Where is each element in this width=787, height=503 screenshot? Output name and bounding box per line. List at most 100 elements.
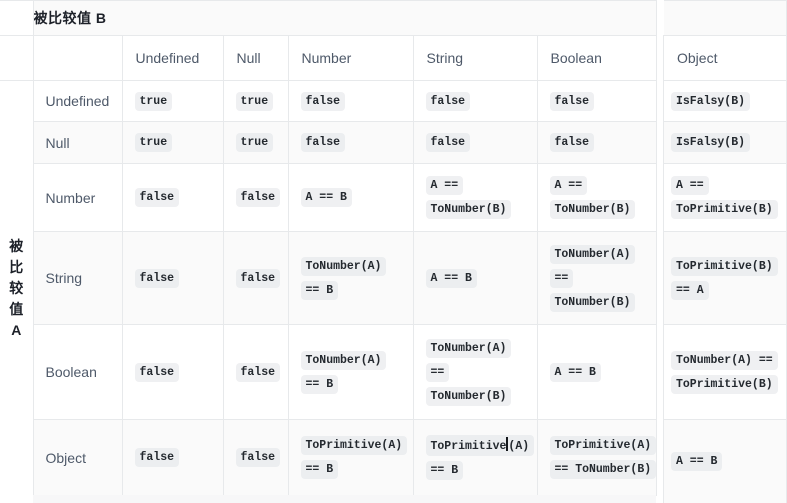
cell-null-object: IsFalsy(B) bbox=[663, 121, 787, 164]
row-label-undefined: Undefined bbox=[32, 80, 123, 122]
table-row-string-object: ToPrimitive(B) == A bbox=[663, 231, 787, 325]
table-row-number-object: A == ToPrimitive(B) bbox=[663, 163, 787, 232]
col-header-null: Null bbox=[222, 35, 289, 81]
code-chip: ToPrimitive(A) bbox=[425, 435, 535, 456]
row-label-object: Object bbox=[33, 419, 123, 496]
code-chip: ToNumber(A) bbox=[300, 350, 387, 370]
code-chip: == bbox=[549, 268, 574, 288]
code-chip: false bbox=[300, 133, 346, 152]
code-chip: false bbox=[235, 268, 281, 288]
code-chip: ToNumber(A) == bbox=[671, 350, 778, 370]
code-chip: ToNumber(A) bbox=[425, 338, 512, 358]
cell-object-number: ToPrimitive(A) == B bbox=[287, 419, 414, 496]
code-chip: ToNumber(B) bbox=[425, 200, 512, 219]
cell-boolean-undefined: false bbox=[121, 324, 224, 420]
code-chip: false bbox=[235, 188, 281, 207]
code-chip: false bbox=[300, 91, 346, 111]
code-chip: true bbox=[235, 133, 274, 152]
code-chip: ToPrimitive(A) bbox=[549, 436, 656, 455]
code-chip: IsFalsy(B) bbox=[671, 133, 751, 152]
code-chip: A == bbox=[671, 176, 709, 195]
code-chip: ToPrimitive(B) bbox=[671, 256, 778, 276]
cell-object-null: false bbox=[222, 419, 289, 496]
cell-object-boolean: ToPrimitive(A) == ToNumber(B) bbox=[536, 419, 657, 496]
corner-cell bbox=[663, 0, 787, 36]
code-chip: true bbox=[235, 91, 274, 111]
row-label-number: Number bbox=[33, 163, 123, 232]
row-label-string: String bbox=[33, 231, 123, 325]
code-chip: ToPrimitive(B) bbox=[671, 200, 778, 219]
table-row-undefined-object: IsFalsy(B) bbox=[663, 80, 787, 122]
code-chip: A == B bbox=[425, 268, 477, 288]
row-label-boolean: Boolean bbox=[33, 324, 123, 420]
cell-null-string: false bbox=[412, 121, 538, 164]
code-chip: false bbox=[134, 448, 180, 467]
axis-a-char: A bbox=[11, 321, 22, 338]
code-chip: false bbox=[235, 448, 281, 467]
cell-null-null: true bbox=[222, 121, 289, 164]
code-chip: A == B bbox=[300, 188, 352, 207]
code-chip: IsFalsy(B) bbox=[671, 91, 751, 111]
row-label-null: Null bbox=[33, 121, 123, 164]
col-header-string: String bbox=[412, 35, 538, 81]
code-chip: A == bbox=[425, 176, 464, 195]
cell-object-string: ToPrimitive (A) == B bbox=[412, 419, 538, 496]
code-chip: false bbox=[134, 268, 180, 288]
code-chip: == ToNumber(B) bbox=[549, 460, 656, 479]
cell-string-number: ToNumber(A) == B bbox=[287, 231, 414, 325]
table-row-null: Null true true false false false bbox=[0, 121, 657, 164]
code-chip: ToNumber(A) bbox=[300, 256, 387, 276]
table-row-object-object: A == B bbox=[663, 419, 787, 503]
cell-number-null: false bbox=[222, 163, 289, 232]
code-chip: == bbox=[425, 362, 450, 382]
corner-cell bbox=[0, 35, 34, 81]
equality-table-main: 被比较值 B Undefined Null Number String Boolean … bbox=[0, 0, 657, 496]
code-chip: false bbox=[425, 91, 471, 111]
column-header-row: Undefined Null Number String Boolean bbox=[0, 35, 657, 81]
code-chip: A == bbox=[549, 176, 588, 195]
cell-string-undefined: false bbox=[121, 231, 224, 325]
table-row-boolean: Boolean false false ToNumber(A) == B ToNumber… bbox=[0, 324, 657, 420]
col-header-object: Object bbox=[663, 35, 787, 81]
code-chip: ToPrimitive(A) bbox=[300, 436, 408, 455]
axis-b-header-row bbox=[663, 0, 787, 36]
col-header-number: Number bbox=[287, 35, 414, 81]
axis-a-char: 被 bbox=[9, 237, 24, 254]
code-chip: ToPrimitive(B) bbox=[671, 374, 778, 394]
cell-null-boolean: false bbox=[536, 121, 657, 164]
code-chip: ToNumber(B) bbox=[549, 292, 636, 312]
code-chip: A == B bbox=[671, 452, 723, 472]
text-cursor bbox=[506, 437, 509, 451]
code-chip: false bbox=[235, 362, 281, 382]
code-chip: ToNumber(B) bbox=[549, 200, 636, 219]
corner-cell bbox=[32, 35, 123, 81]
cell-object-object: A == B bbox=[663, 419, 787, 503]
table-row-null-object: IsFalsy(B) bbox=[663, 121, 787, 164]
cell-boolean-boolean: A == B bbox=[536, 324, 657, 420]
cell-string-object: ToPrimitive(B) == A bbox=[663, 231, 787, 325]
table-bottom-scroll-strip bbox=[33, 495, 656, 503]
corner-cell bbox=[0, 0, 34, 36]
code-chip: ToNumber(A) bbox=[549, 244, 636, 264]
code-chip: == B bbox=[300, 460, 339, 479]
cell-undefined-object: IsFalsy(B) bbox=[663, 80, 787, 122]
code-chip: ToNumber(B) bbox=[425, 386, 512, 406]
cell-number-number: A == B bbox=[287, 163, 414, 232]
cell-undefined-boolean: false bbox=[536, 80, 657, 122]
code-chip: false bbox=[549, 133, 595, 152]
cell-object-undefined: false bbox=[121, 419, 224, 496]
axis-b-header-row: 被比较值 B bbox=[0, 0, 657, 36]
axis-a-char: 较 bbox=[9, 279, 24, 296]
cell-null-number: false bbox=[287, 121, 414, 164]
code-chip: false bbox=[134, 188, 180, 207]
code-chip: true bbox=[134, 91, 173, 111]
col-header-undefined: Undefined bbox=[121, 35, 224, 81]
code-chip: == B bbox=[425, 461, 464, 480]
axis-a-char: 比 bbox=[9, 258, 24, 275]
code-chip: true bbox=[134, 133, 173, 152]
axis-a-char: 值 bbox=[9, 300, 24, 317]
cell-number-string: A == ToNumber(B) bbox=[412, 163, 538, 232]
